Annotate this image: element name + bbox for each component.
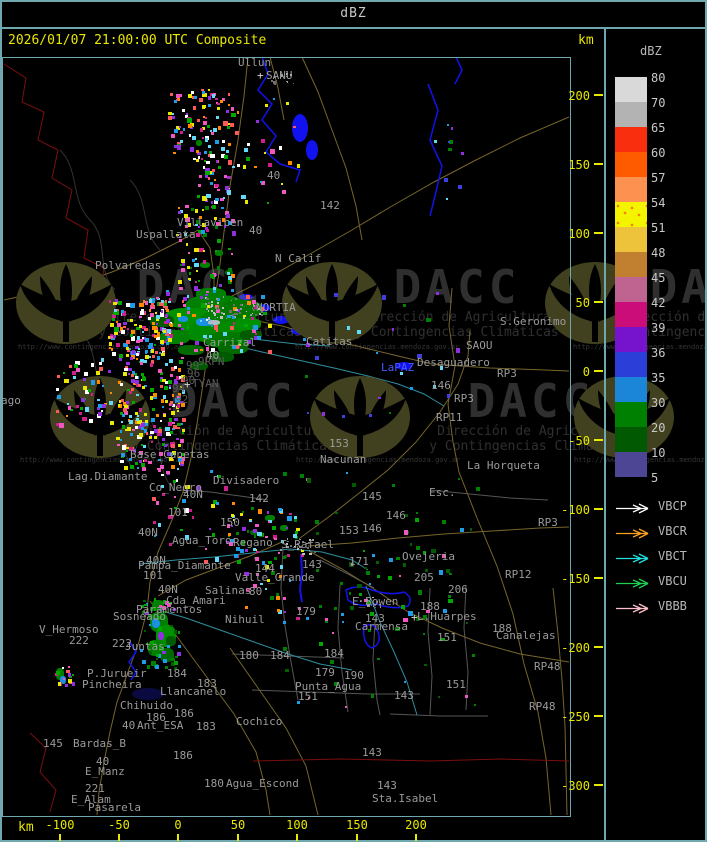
dbz-scale-value: 45 xyxy=(651,271,666,285)
dbz-scale-block xyxy=(615,177,647,202)
dbz-scale-value: 10 xyxy=(651,446,666,460)
dbz-scale-value: 70 xyxy=(651,96,666,110)
panel-divider xyxy=(604,27,606,842)
dbz-scale-value: 48 xyxy=(651,246,666,260)
dbz-scale-value: 20 xyxy=(651,421,666,435)
y-axis-tick xyxy=(594,439,603,441)
y-axis-tick-label: -300 xyxy=(561,779,590,793)
vbct-arrow-icon xyxy=(616,553,649,564)
y-axis-tick-label: 50 xyxy=(575,296,590,310)
dbz-scale-value: 80 xyxy=(651,71,666,85)
y-axis-tick-label: -250 xyxy=(561,710,590,724)
dbz-scale-value: 36 xyxy=(651,346,666,360)
x-axis-unit: km xyxy=(18,820,34,835)
dbz-scale-block xyxy=(615,327,647,352)
x-axis-tick-label: 200 xyxy=(405,818,427,832)
window-border-top xyxy=(0,0,707,2)
dbz-scale-block xyxy=(615,102,647,127)
y-axis-tick-label: -50 xyxy=(568,434,590,448)
dbz-scale-value: 42 xyxy=(651,296,666,310)
vbcr-arrow-icon xyxy=(616,528,649,539)
y-axis-tick xyxy=(594,232,603,234)
x-axis-tick-label: 50 xyxy=(230,818,246,832)
dbz-scale-value: 35 xyxy=(651,371,666,385)
dbz-scale-block xyxy=(615,202,647,227)
map-viewport-border[interactable] xyxy=(2,57,571,817)
dbz-scale-value: 30 xyxy=(651,396,666,410)
vector-legend-row xyxy=(614,550,658,564)
dbz-scale-block xyxy=(615,152,647,177)
x-axis-tick xyxy=(415,834,417,841)
y-axis-tick-label: 200 xyxy=(568,89,590,103)
y-axis-tick xyxy=(594,646,603,648)
window-border-right xyxy=(705,0,707,842)
vector-legend-label: VBCR xyxy=(658,524,687,538)
dbz-scale-block xyxy=(615,377,647,402)
header-km-unit: km xyxy=(578,33,594,48)
vector-legend-label: VBCP xyxy=(658,499,687,513)
window-border-bottom xyxy=(0,840,707,842)
dbz-scale-value: 57 xyxy=(651,171,666,185)
dbz-scale-block xyxy=(615,302,647,327)
x-axis-tick-label: 0 xyxy=(174,818,182,832)
dbz-scale-block xyxy=(615,252,647,277)
dbz-scale-block xyxy=(615,77,647,102)
dbz-scale-block xyxy=(615,127,647,152)
legend-title: dBZ xyxy=(640,44,662,58)
vbcu-arrow-icon xyxy=(616,578,649,589)
dbz-scale-value: 65 xyxy=(651,121,666,135)
y-axis-tick xyxy=(594,577,603,579)
vbbb-arrow-icon xyxy=(616,603,649,614)
x-axis-tick xyxy=(118,834,120,841)
x-axis-tick xyxy=(296,834,298,841)
vector-legend-label: VBCU xyxy=(658,574,687,588)
y-axis-tick-label: 0 xyxy=(582,365,590,379)
y-axis-tick-label: -150 xyxy=(561,572,590,586)
x-axis-tick-label: 100 xyxy=(286,818,308,832)
window-title: dBZ xyxy=(340,6,367,21)
y-axis-tick xyxy=(594,301,603,303)
y-axis-tick-label: -200 xyxy=(561,641,590,655)
y-axis-tick xyxy=(594,508,603,510)
x-axis-tick xyxy=(237,834,239,841)
x-axis-tick xyxy=(59,834,61,841)
dbz-scale-block xyxy=(615,402,647,427)
y-axis-tick xyxy=(594,94,603,96)
vbcp-arrow-icon xyxy=(616,503,649,514)
dbz-scale-value: 5 xyxy=(651,471,659,485)
vector-legend-row xyxy=(614,525,658,539)
dbz-scale-block xyxy=(615,452,647,477)
dbz-scale-value: 39 xyxy=(651,321,666,335)
y-axis-tick xyxy=(594,163,603,165)
vector-legend-label: VBCT xyxy=(658,549,687,563)
y-axis-tick xyxy=(594,784,603,786)
x-axis-tick-label: 150 xyxy=(346,818,368,832)
dbz-scale-block xyxy=(615,277,647,302)
dbz-scale-value: 54 xyxy=(651,196,666,210)
vector-legend-row xyxy=(614,575,658,589)
y-axis-tick xyxy=(594,715,603,717)
dbz-scale-block xyxy=(615,352,647,377)
x-axis-tick-label: -100 xyxy=(45,818,75,832)
dbz-scale-block xyxy=(615,427,647,452)
vector-legend-row xyxy=(614,500,658,514)
y-axis-tick xyxy=(594,370,603,372)
x-axis-tick-label: -50 xyxy=(108,818,130,832)
y-axis-tick-label: 100 xyxy=(568,227,590,241)
title-divider xyxy=(0,27,707,29)
dbz-scale-value: 60 xyxy=(651,146,666,160)
y-axis-tick-label: 150 xyxy=(568,158,590,172)
window-border-left xyxy=(0,0,2,842)
x-axis-tick xyxy=(177,834,179,841)
vector-legend-label: VBBB xyxy=(658,599,687,613)
x-axis-tick xyxy=(356,834,358,841)
datetime-text: 2026/01/07 21:00:00 UTC Composite xyxy=(8,33,267,48)
y-axis-tick-label: -100 xyxy=(561,503,590,517)
dbz-scale-block xyxy=(615,227,647,252)
dbz-scale-value: 51 xyxy=(651,221,666,235)
vector-legend-row xyxy=(614,600,658,614)
